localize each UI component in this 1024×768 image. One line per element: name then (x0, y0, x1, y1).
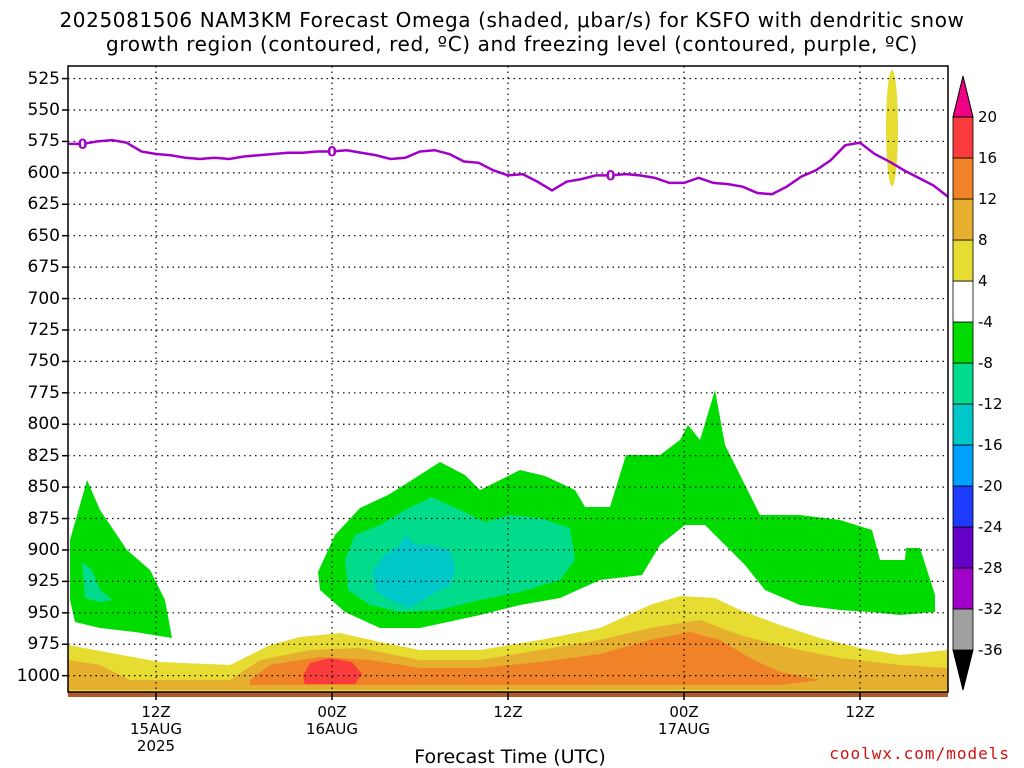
chart-title-line-2: growth region (contoured, red, ºC) and f… (106, 32, 918, 56)
omega-region-12-to-16 (250, 632, 820, 685)
grid-lines (68, 66, 948, 692)
colorbar-box (952, 567, 974, 610)
colorbar-label: -36 (978, 641, 1003, 659)
colorbar-label: 20 (978, 108, 998, 126)
y-tick-label: 700 (27, 288, 60, 309)
colorbar-label: -32 (978, 600, 1003, 618)
colorbar-label: -12 (978, 395, 1003, 413)
freezing-label-bg (328, 144, 336, 158)
credit-link[interactable]: coolwx.com/models (829, 744, 1010, 763)
omega-region-minus8-to-minus12-left (82, 562, 113, 602)
y-tick-label: 575 (27, 131, 60, 152)
y-tick-label: 675 (27, 257, 60, 278)
freezing-level-label: 0 (78, 137, 88, 153)
colorbar-box (952, 403, 974, 446)
freezing-label-bg (606, 168, 615, 182)
freezing-level-label: 0 (606, 168, 616, 184)
omega-region-minus4-to-minus8-left (70, 480, 172, 638)
y-tick-label: 775 (27, 382, 60, 403)
y-tick-label: 950 (27, 602, 60, 623)
x-tick-label: 00Z (317, 703, 347, 721)
chart-title-line-1: 2025081506 NAM3KM Forecast Omega (shaded… (59, 8, 965, 32)
x-tick-label: 12Z (845, 703, 875, 721)
y-tick-label: 975 (27, 634, 60, 655)
x-tick-label: 12Z (141, 703, 171, 721)
y-tick-label: 925 (27, 571, 60, 592)
colorbar-label: 12 (978, 190, 998, 208)
freezing-level-contour (68, 138, 949, 198)
y-tick-label: 625 (27, 194, 60, 215)
freezing-level-labels: 0 0 0 (78, 136, 616, 184)
colorbar-bottom-tip (952, 649, 974, 691)
colorbar-box (952, 239, 974, 282)
colorbar-label: 4 (978, 272, 988, 290)
colorbar-box (952, 198, 974, 241)
colorbar-label: -20 (978, 477, 1003, 495)
colorbar-box (952, 362, 974, 405)
x-tick-label: 17AUG (658, 720, 710, 738)
colorbar-label: -24 (978, 518, 1003, 536)
axis-ticks (62, 77, 861, 700)
y-tick-label: 550 (27, 99, 60, 120)
colorbar-label: -28 (978, 559, 1003, 577)
colorbar-box (952, 157, 974, 200)
colorbar-label: -8 (978, 354, 993, 372)
x-axis-title: Forecast Time (UTC) (414, 746, 606, 768)
y-tick-label: 1000 (16, 665, 60, 686)
y-tick-label: 800 (27, 414, 60, 435)
freezing-level-label: 0 (327, 144, 337, 160)
colorbar-label: -4 (978, 313, 993, 331)
colorbar-box (952, 608, 974, 651)
colorbar (952, 75, 974, 691)
colorbar-label: 8 (978, 231, 988, 249)
omega-shading (68, 70, 948, 697)
x-tick-label: 12Z (493, 703, 523, 721)
x-tick-label: 00Z (669, 703, 699, 721)
x-tick-label: 15AUG (130, 720, 182, 738)
y-tick-label: 650 (27, 225, 60, 246)
colorbar-box (952, 526, 974, 569)
x-tick-label: 2025 (136, 737, 176, 755)
freezing-label-bg (78, 136, 87, 150)
y-tick-label: 525 (27, 68, 60, 89)
y-tick-label: 600 (27, 162, 60, 183)
colorbar-top-tip (952, 75, 974, 118)
y-tick-label: 875 (27, 508, 60, 529)
colorbar-box (952, 116, 974, 159)
colorbar-label: -16 (978, 436, 1003, 454)
y-tick-label: 900 (27, 539, 60, 560)
x-tick-label: 16AUG (306, 720, 358, 738)
omega-region-minus12-to-minus16-main (373, 535, 455, 608)
colorbar-box (952, 444, 974, 487)
y-tick-label: 850 (27, 477, 60, 498)
y-tick-label: 750 (27, 351, 60, 372)
colorbar-box (952, 485, 974, 528)
y-tick-label: 825 (27, 445, 60, 466)
colorbar-label: 16 (978, 149, 998, 167)
y-tick-label: 725 (27, 319, 60, 340)
omega-region-4-to-8-upper (886, 70, 898, 186)
colorbar-box (952, 321, 974, 364)
colorbar-box (952, 280, 974, 323)
